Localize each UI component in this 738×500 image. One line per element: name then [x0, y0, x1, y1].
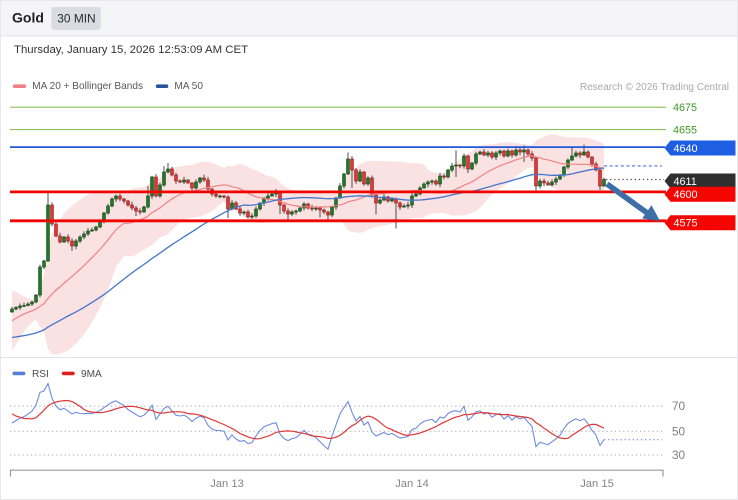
svg-text:30 MIN: 30 MIN — [57, 12, 95, 26]
svg-text:MA 50: MA 50 — [174, 81, 203, 92]
svg-text:4575: 4575 — [674, 218, 698, 230]
svg-text:4675: 4675 — [673, 102, 697, 114]
svg-text:Gold: Gold — [12, 10, 44, 26]
svg-text:9MA: 9MA — [81, 369, 102, 380]
svg-text:Research © 2026 Trading Centra: Research © 2026 Trading Central — [580, 82, 729, 93]
svg-text:4611: 4611 — [674, 176, 697, 188]
svg-text:Thursday, January 15, 2026 12:: Thursday, January 15, 2026 12:53:09 AM C… — [14, 44, 248, 56]
svg-text:4600: 4600 — [674, 189, 698, 201]
svg-text:MA 20 + Bollinger Bands: MA 20 + Bollinger Bands — [32, 81, 143, 92]
svg-text:Jan 14: Jan 14 — [395, 478, 429, 490]
svg-text:4655: 4655 — [673, 124, 697, 136]
svg-text:50: 50 — [672, 424, 686, 438]
svg-text:Jan 15: Jan 15 — [580, 478, 614, 490]
svg-text:30: 30 — [672, 448, 686, 462]
svg-text:70: 70 — [672, 399, 686, 413]
svg-text:Jan 13: Jan 13 — [210, 478, 244, 490]
svg-text:4640: 4640 — [674, 143, 698, 155]
svg-text:RSI: RSI — [32, 369, 49, 380]
